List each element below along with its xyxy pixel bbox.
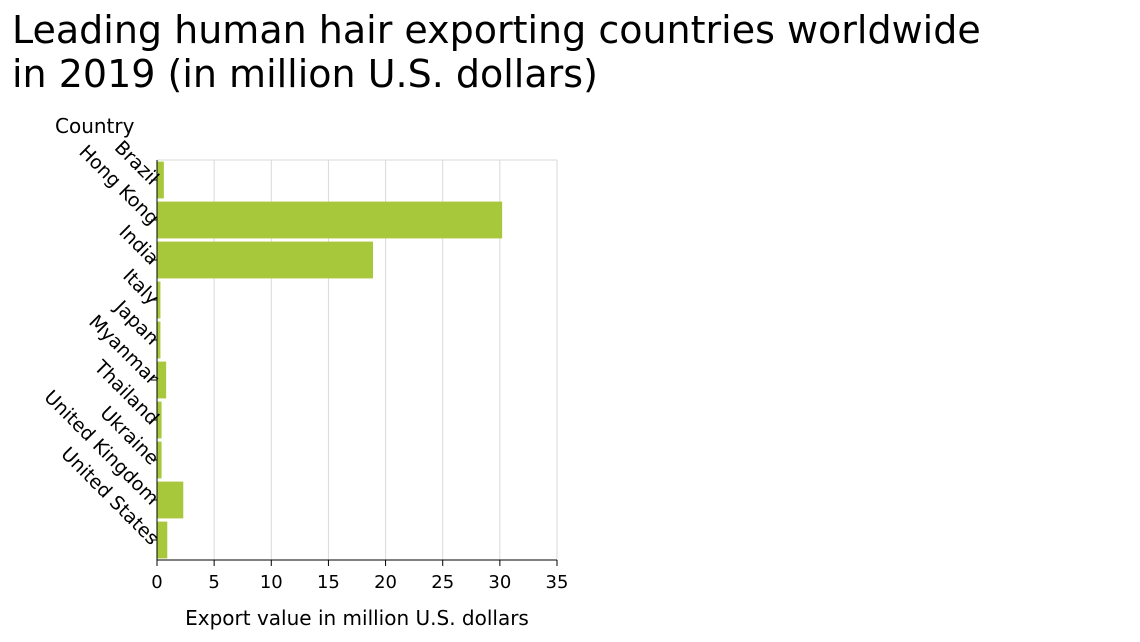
- x-tick-labels: 0 5 10 15 20 25 30 35: [151, 560, 568, 593]
- x-tick-label: 10: [260, 572, 283, 593]
- x-axis-label: Export value in million U.S. dollars: [185, 606, 529, 630]
- bar-myanmar: [157, 361, 167, 399]
- bars: [157, 161, 503, 559]
- bar-united-kingdom: [157, 481, 184, 519]
- x-tick-label: 5: [208, 572, 219, 593]
- bar-united-states: [157, 521, 168, 559]
- chart-title-line-1: Leading human hair exporting countries w…: [12, 8, 981, 52]
- bar-india: [157, 241, 373, 279]
- chart-title: Leading human hair exporting countries w…: [12, 8, 981, 96]
- bar-italy: [157, 281, 161, 319]
- bar-thailand: [157, 401, 162, 439]
- bar-brazil: [157, 161, 164, 199]
- bar-hong-kong: [157, 201, 503, 239]
- bar-ukraine: [157, 441, 162, 479]
- x-tick-label: 35: [546, 572, 569, 593]
- chart-title-line-2: in 2019 (in million U.S. dollars): [12, 52, 598, 96]
- y-axis-label: Country: [55, 114, 135, 138]
- x-tick-label: 15: [317, 572, 340, 593]
- axes: [156, 160, 557, 561]
- x-tick-label: 20: [374, 572, 397, 593]
- x-tick-label: 25: [431, 572, 454, 593]
- y-category-label: India: [114, 221, 163, 270]
- bar-japan: [157, 321, 161, 359]
- x-tick-label: 30: [488, 572, 511, 593]
- x-tick-label: 0: [151, 572, 162, 593]
